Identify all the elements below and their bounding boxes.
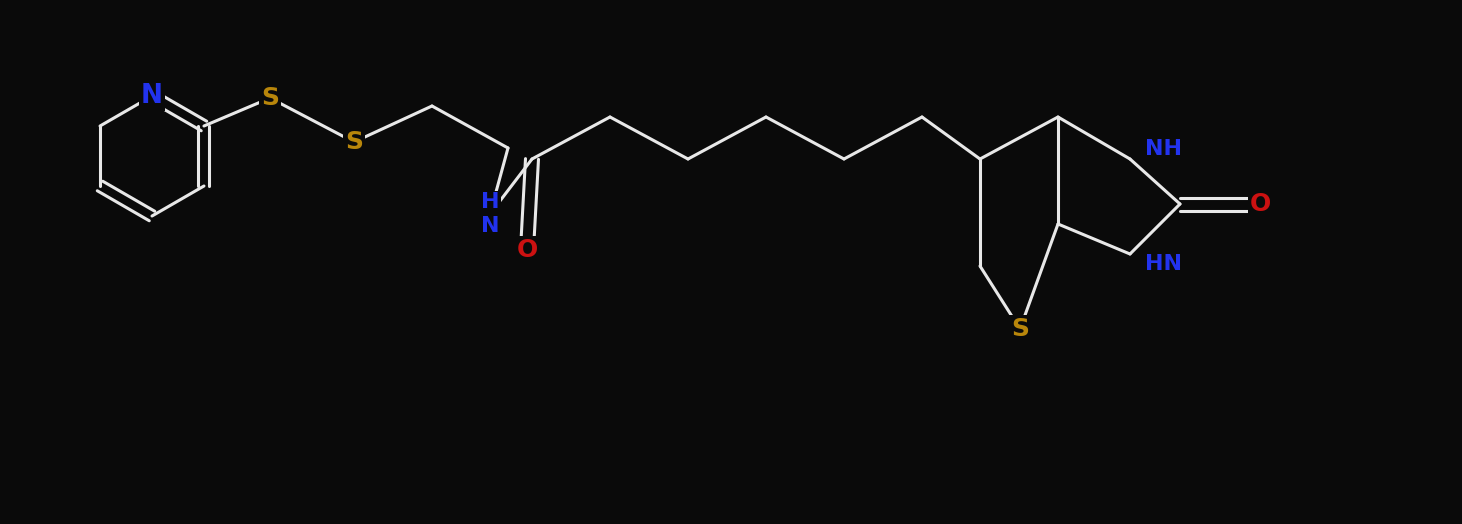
Text: O: O bbox=[516, 238, 538, 262]
Text: N: N bbox=[140, 83, 162, 109]
Text: NH: NH bbox=[1145, 139, 1181, 159]
Text: O: O bbox=[1250, 192, 1270, 216]
Text: S: S bbox=[345, 130, 363, 154]
Text: S: S bbox=[262, 86, 279, 110]
Text: HN: HN bbox=[1145, 254, 1181, 274]
Text: H
N: H N bbox=[481, 192, 499, 236]
Text: S: S bbox=[1012, 317, 1029, 341]
